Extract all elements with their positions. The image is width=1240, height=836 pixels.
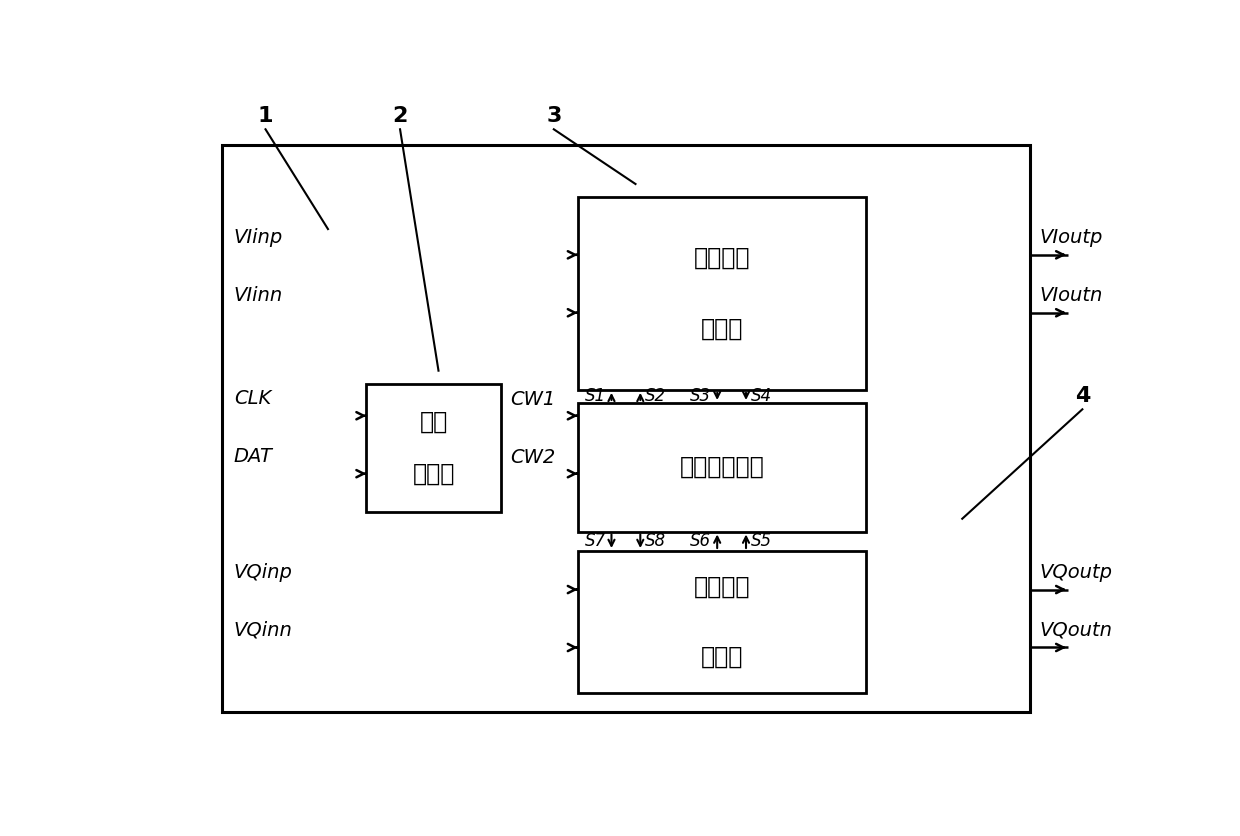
Text: 1: 1 [258,106,273,126]
Text: S6: S6 [691,533,712,550]
Text: VIoutn: VIoutn [1039,286,1102,305]
Text: 滤波器: 滤波器 [701,645,743,669]
Text: S1: S1 [584,387,605,405]
Text: S3: S3 [691,387,712,405]
Bar [222,145,1029,712]
Text: 开关电阻网络: 开关电阻网络 [680,456,764,479]
Text: S2: S2 [645,387,666,405]
Text: VQinn: VQinn [234,621,293,640]
Text: S8: S8 [645,533,666,550]
Bar [367,384,501,512]
Text: 数据: 数据 [419,410,448,434]
Text: 2: 2 [392,106,408,126]
Text: VQoutn: VQoutn [1039,621,1112,640]
Text: 虚部有源: 虚部有源 [693,574,750,599]
Text: VQinp: VQinp [234,563,293,582]
Text: S7: S7 [584,533,605,550]
Text: 寄存器: 寄存器 [413,461,455,486]
Bar [578,403,866,532]
Text: VIoutp: VIoutp [1039,228,1102,247]
Text: 3: 3 [546,106,562,126]
Text: VQoutp: VQoutp [1039,563,1112,582]
Text: CW2: CW2 [511,448,556,467]
Text: S4: S4 [751,387,773,405]
Text: 实部有源: 实部有源 [693,246,750,270]
Text: S5: S5 [751,533,773,550]
Text: 滤波器: 滤波器 [701,317,743,341]
Text: 4: 4 [1075,386,1090,406]
Text: VIinp: VIinp [234,228,283,247]
Bar [578,197,866,390]
Bar [578,551,866,692]
Text: VIinn: VIinn [234,286,283,305]
Text: DAT: DAT [234,447,273,466]
Text: CW1: CW1 [511,390,556,410]
Text: CLK: CLK [234,389,272,408]
